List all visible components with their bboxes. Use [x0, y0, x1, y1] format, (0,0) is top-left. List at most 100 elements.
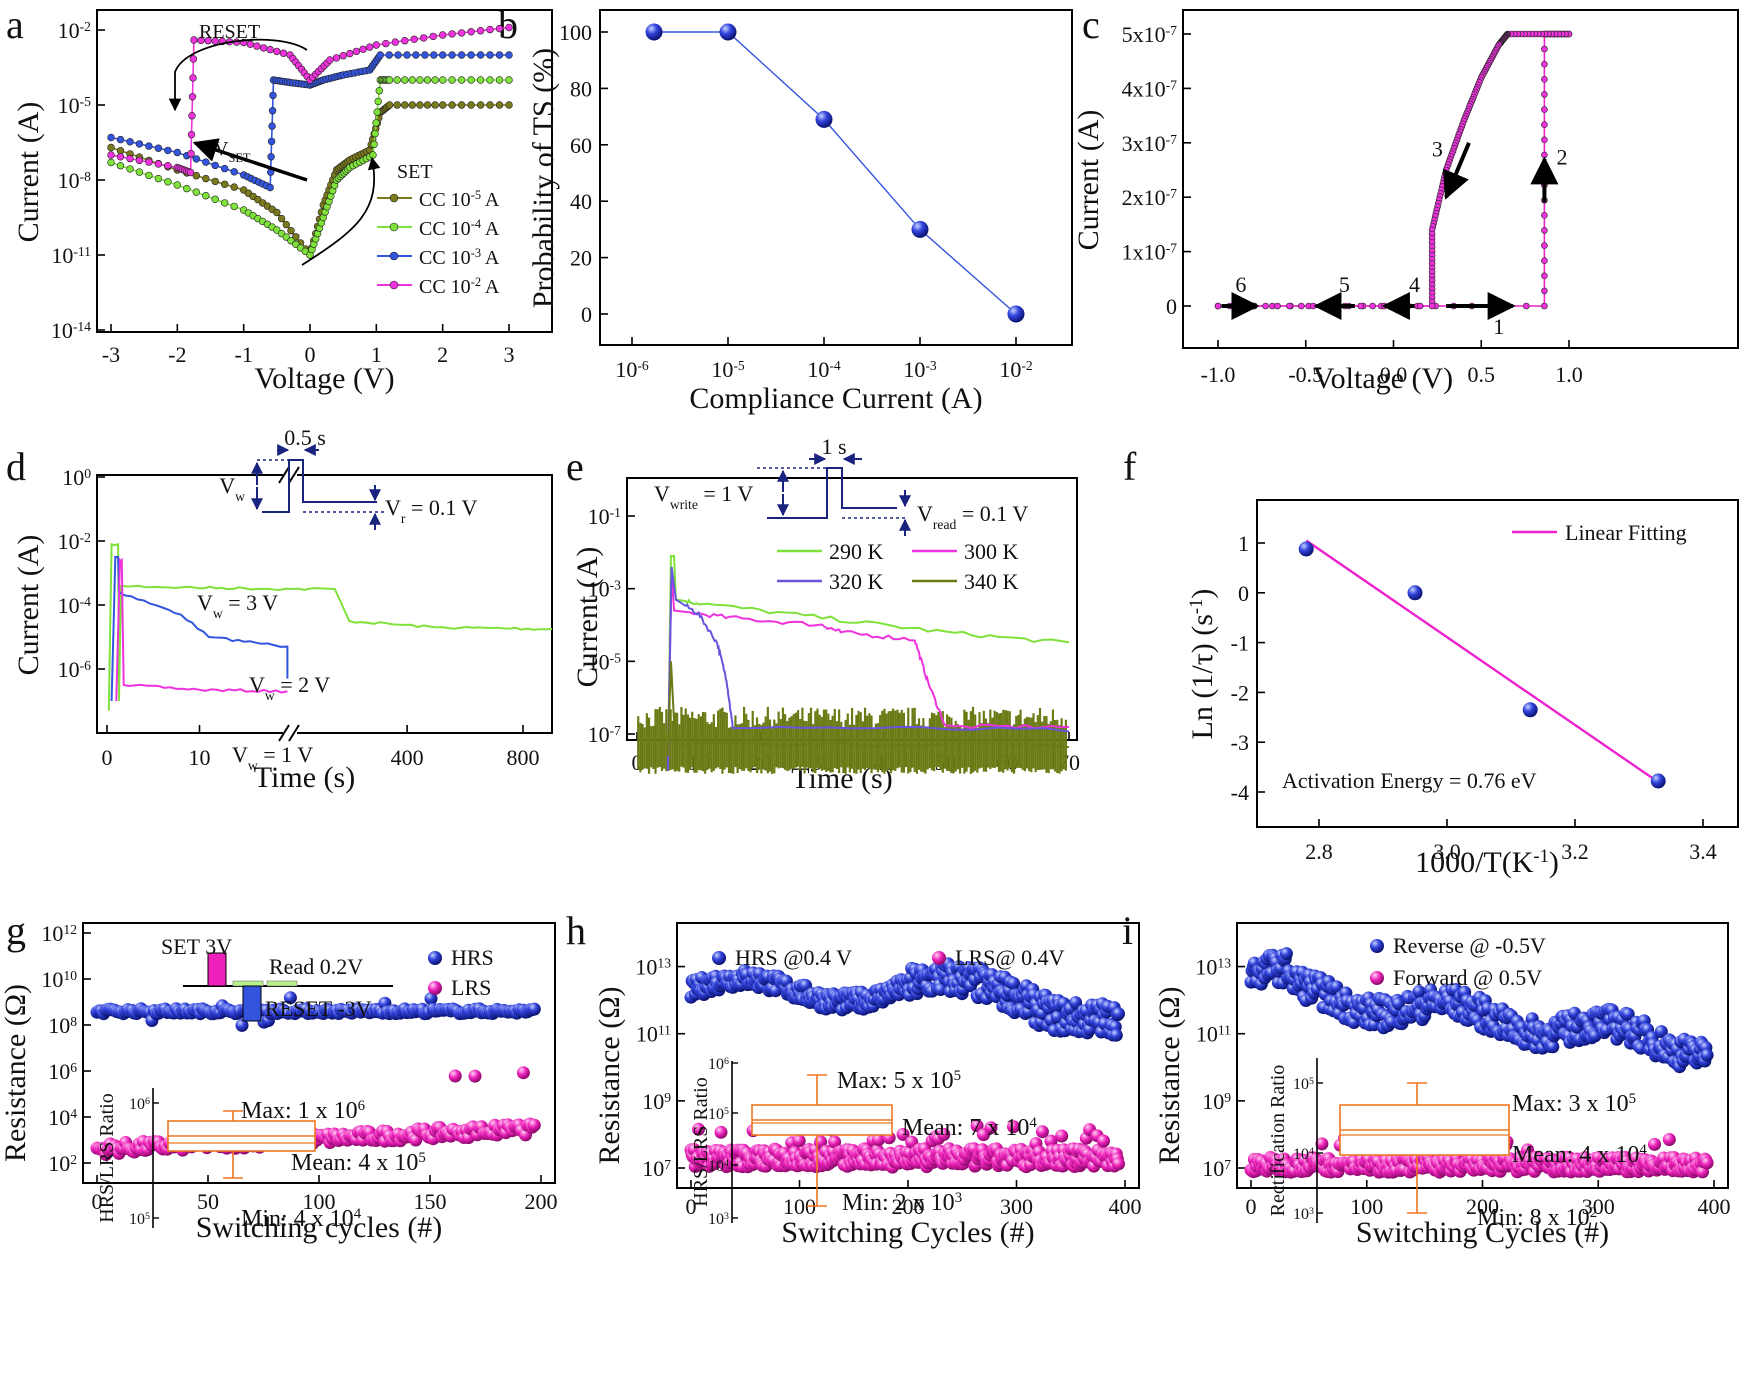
data-point: [230, 168, 238, 176]
axis-break-mark: [278, 724, 290, 742]
inset-mean-label: Mean: 4 x 104: [1512, 1142, 1647, 1168]
data-point: [505, 51, 513, 59]
hrs-point: [424, 992, 438, 1006]
data-point: [429, 32, 437, 41]
series-line: [115, 557, 288, 702]
data-point: [273, 208, 281, 217]
annotation-ea: Activation Energy = 0.76 eV: [1282, 768, 1537, 793]
data-point: [495, 101, 504, 109]
hrs-point: [1069, 996, 1083, 1010]
x-tick-label: 3.0: [1433, 839, 1461, 864]
data-point: [282, 220, 290, 229]
legend-marker: [1370, 939, 1384, 953]
data-point: [372, 41, 380, 49]
data-point: [126, 154, 134, 163]
lrs-point: [1315, 1137, 1329, 1151]
data-point: [439, 76, 447, 84]
series-line: [654, 31, 1017, 315]
data-point: [116, 162, 125, 170]
data-point: [372, 119, 380, 127]
data-point: [277, 214, 286, 223]
data-point: [173, 148, 182, 157]
data-point: [486, 51, 494, 59]
inset-tick-label: 105: [129, 1211, 150, 1229]
data-point: [221, 180, 229, 189]
inset-tick-label: 104: [1293, 1146, 1314, 1164]
data-point: [1369, 302, 1376, 310]
data-point: [188, 93, 197, 101]
y-tick-label: 0: [1238, 581, 1249, 606]
inset-tick-label: 106: [129, 1096, 150, 1114]
data-point: [188, 111, 196, 120]
y-tick-label: 10-5: [588, 649, 622, 674]
inset-axis-title: HRS/LRS Ratio: [690, 1077, 712, 1206]
y-tick-label: 10-8: [58, 168, 92, 193]
y-tick-label: 102: [48, 1151, 77, 1176]
legend-label: Reverse @ -0.5V: [1393, 933, 1546, 958]
hrs-point: [1412, 985, 1426, 999]
x-tick-label: 100: [303, 1189, 336, 1214]
x-tick-label: 100: [1350, 1194, 1383, 1219]
hrs-point: [1279, 947, 1293, 961]
data-point: [1416, 302, 1424, 310]
data-point: [221, 164, 229, 173]
y-tick-label: 5x10-7: [1122, 22, 1178, 47]
data-point: [154, 160, 163, 168]
data-point: [145, 158, 153, 166]
x-tick-label: 0: [686, 1194, 697, 1219]
x-tick-label: 2: [437, 342, 448, 367]
series-line: [666, 661, 1070, 756]
data-point: [192, 155, 201, 163]
data-point: [1541, 212, 1548, 219]
y-axis-title: Current (A): [12, 535, 45, 676]
data-point: [204, 36, 212, 45]
x-axis-title: Switching Cycles (#): [1356, 1216, 1609, 1249]
y-tick-label: 1010: [41, 967, 77, 992]
x-tick-label: 400: [391, 745, 424, 770]
data-point: [476, 27, 485, 35]
x-tick-label: 10-4: [807, 357, 841, 382]
data-point: [192, 172, 201, 180]
y-tick-label: 60: [570, 133, 592, 158]
hrs-point: [1112, 1007, 1125, 1021]
y-tick-label: 106: [48, 1059, 77, 1084]
reset-arrow: [168, 38, 308, 112]
y-axis-title: Resistance (Ω): [593, 986, 626, 1164]
data-point: [164, 146, 172, 155]
data-point: [116, 147, 125, 155]
data-point: [1541, 45, 1548, 53]
data-point: [154, 144, 163, 152]
legend-marker: [428, 981, 442, 995]
inset-mean-label: Mean: 4 x 105: [291, 1150, 426, 1176]
data-point: [268, 122, 276, 130]
y-tick-label: 1012: [41, 921, 77, 946]
panel-a-frame: [96, 9, 553, 333]
data-point: [423, 76, 432, 84]
data-point: [267, 137, 276, 146]
data-point: [391, 38, 399, 46]
legend-label: HRS: [451, 945, 494, 970]
x-tick-label: 300: [1000, 1194, 1033, 1219]
data-point: [431, 101, 439, 109]
data-point: [1274, 302, 1281, 310]
y-tick-label: 0: [581, 302, 592, 327]
data-point: [421, 51, 429, 59]
data-point: [230, 183, 238, 191]
y-tick-label: 4x10-7: [1122, 76, 1178, 101]
data-point: [339, 51, 347, 60]
data-point: [202, 192, 210, 200]
annotation-vset: VSET: [214, 138, 251, 165]
inset-set-label: SET 3V: [161, 934, 232, 959]
y-tick-label: -4: [1231, 780, 1249, 805]
lrs-point: [872, 1133, 885, 1147]
y-tick-label: 1011: [636, 1022, 671, 1047]
data-point: [135, 168, 144, 176]
data-point: [287, 227, 295, 235]
data-point: [186, 168, 195, 177]
data-point: [192, 188, 201, 196]
sweep-label-6: 6: [1235, 272, 1246, 297]
x-axis-title: Switching Cycles (#): [781, 1216, 1034, 1249]
data-point: [467, 51, 475, 59]
y-tick-label: 107: [1202, 1156, 1231, 1181]
panel-letter-h: h: [566, 908, 586, 953]
